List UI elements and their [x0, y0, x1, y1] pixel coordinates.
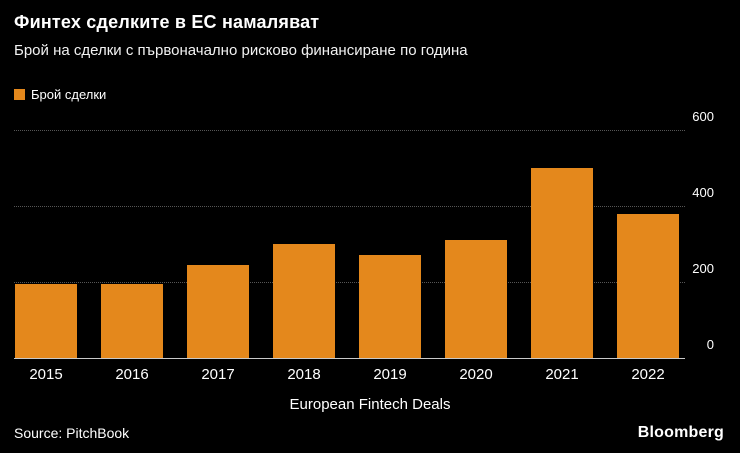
x-tick-label-2017: 2017: [201, 366, 235, 383]
x-tick-label-2015: 2015: [29, 366, 63, 383]
x-tick-label-2016: 2016: [115, 366, 149, 383]
x-tick-label-2022: 2022: [631, 366, 665, 383]
x-tick-label-2021: 2021: [545, 366, 579, 383]
chart-subtitle: Брой на сделки с първоначално рисково фи…: [14, 42, 468, 59]
bar-2022: [617, 214, 679, 358]
bloomberg-logo: Bloomberg: [637, 424, 724, 441]
legend-swatch-icon: [14, 89, 25, 100]
plot-area: [14, 130, 685, 359]
gridline-600: [14, 130, 685, 131]
y-tick-label-0: 0: [706, 337, 714, 352]
legend: Брой сделки: [14, 87, 106, 102]
bar-2017: [187, 265, 249, 358]
x-tick-label-2019: 2019: [373, 366, 407, 383]
x-tick-label-2020: 2020: [459, 366, 493, 383]
bar-2018: [273, 244, 335, 358]
legend-label: Брой сделки: [31, 87, 107, 102]
chart-title: Финтех сделките в ЕС намаляват: [14, 12, 320, 32]
gridline-200: [14, 282, 685, 283]
gridline-400: [14, 206, 685, 207]
y-tick-label-400: 400: [692, 185, 714, 200]
source-credit: Source: PitchBook: [14, 425, 130, 441]
bar-2016: [101, 284, 163, 358]
x-axis-title: European Fintech Deals: [289, 396, 451, 413]
bar-2020: [445, 240, 507, 358]
bar-2021: [531, 168, 593, 358]
y-tick-label-200: 200: [692, 261, 714, 276]
bar-2015: [15, 284, 77, 358]
bar-2019: [359, 255, 421, 358]
x-tick-label-2018: 2018: [287, 366, 321, 383]
y-tick-label-600: 600: [692, 109, 714, 124]
